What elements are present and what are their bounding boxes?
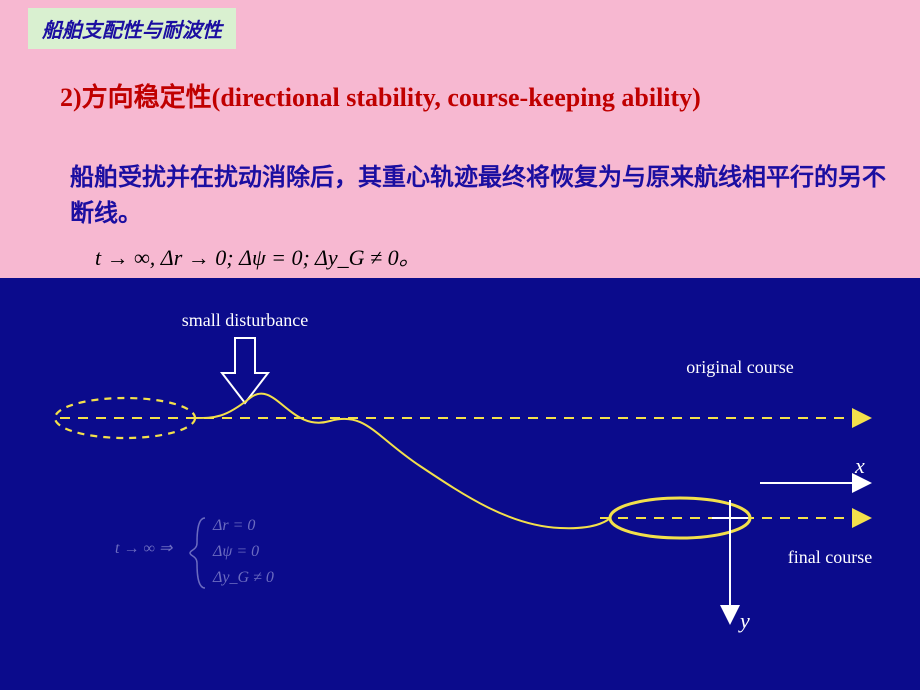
- side-formula-t: t → ∞ ⇒: [115, 540, 173, 557]
- final-course-label: final course: [788, 547, 872, 567]
- x-axis-label: x: [854, 453, 865, 478]
- header-text: 船舶支配性与耐波性: [42, 20, 222, 42]
- formula-top: t → ∞, Δr → 0; Δψ = 0; Δy_G ≠ 0。: [95, 240, 421, 272]
- side-formula-psi: Δψ = 0: [212, 543, 259, 560]
- original-course-label: original course: [686, 357, 793, 377]
- disturbance-label: small disturbance: [182, 310, 308, 330]
- side-formula-r: Δr = 0: [212, 517, 255, 534]
- side-formula-yg: Δy_G ≠ 0: [212, 569, 274, 586]
- stability-diagram: small disturbance original course final …: [0, 278, 920, 690]
- section-title: 2)方向稳定性(directional stability, course-ke…: [60, 80, 880, 115]
- description: 船舶受扰并在扰动消除后，其重心轨迹最终将恢复为与原来航线相平行的另不断线。: [70, 160, 890, 232]
- trajectory-curve: [195, 394, 610, 529]
- header-box: 船舶支配性与耐波性: [28, 8, 236, 49]
- side-formula: t → ∞ ⇒ Δr = 0 Δψ = 0 Δy_G ≠ 0: [115, 517, 274, 588]
- y-axis-label: y: [738, 608, 750, 633]
